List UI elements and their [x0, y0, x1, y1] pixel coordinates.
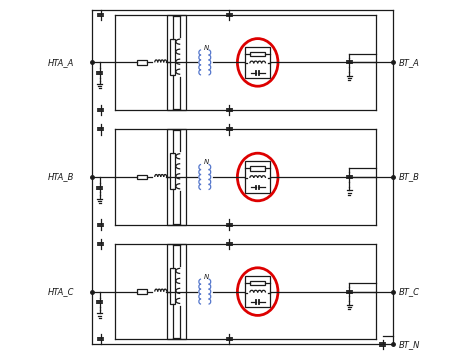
- Bar: [137, 175, 147, 179]
- Bar: [250, 52, 265, 56]
- Bar: [245, 276, 270, 308]
- Text: N: N: [204, 274, 209, 280]
- Bar: [167, 130, 186, 224]
- Text: BT_B: BT_B: [399, 172, 419, 182]
- Bar: [167, 244, 186, 339]
- Text: N: N: [204, 159, 209, 165]
- Bar: [250, 166, 265, 171]
- Text: HTA_B: HTA_B: [48, 172, 74, 182]
- Bar: [137, 289, 147, 294]
- Text: N: N: [204, 45, 209, 51]
- Bar: [245, 46, 270, 78]
- Text: BT_A: BT_A: [399, 58, 419, 67]
- Bar: [167, 15, 186, 110]
- Bar: [245, 161, 270, 193]
- Bar: [250, 281, 265, 285]
- Text: HTA_A: HTA_A: [48, 58, 74, 67]
- Bar: [137, 60, 147, 65]
- Text: BT_C: BT_C: [399, 287, 420, 296]
- Bar: [170, 153, 176, 189]
- Text: BT_N: BT_N: [399, 340, 420, 349]
- Bar: [170, 268, 176, 304]
- Bar: [170, 39, 176, 75]
- Text: HTA_C: HTA_C: [48, 287, 74, 296]
